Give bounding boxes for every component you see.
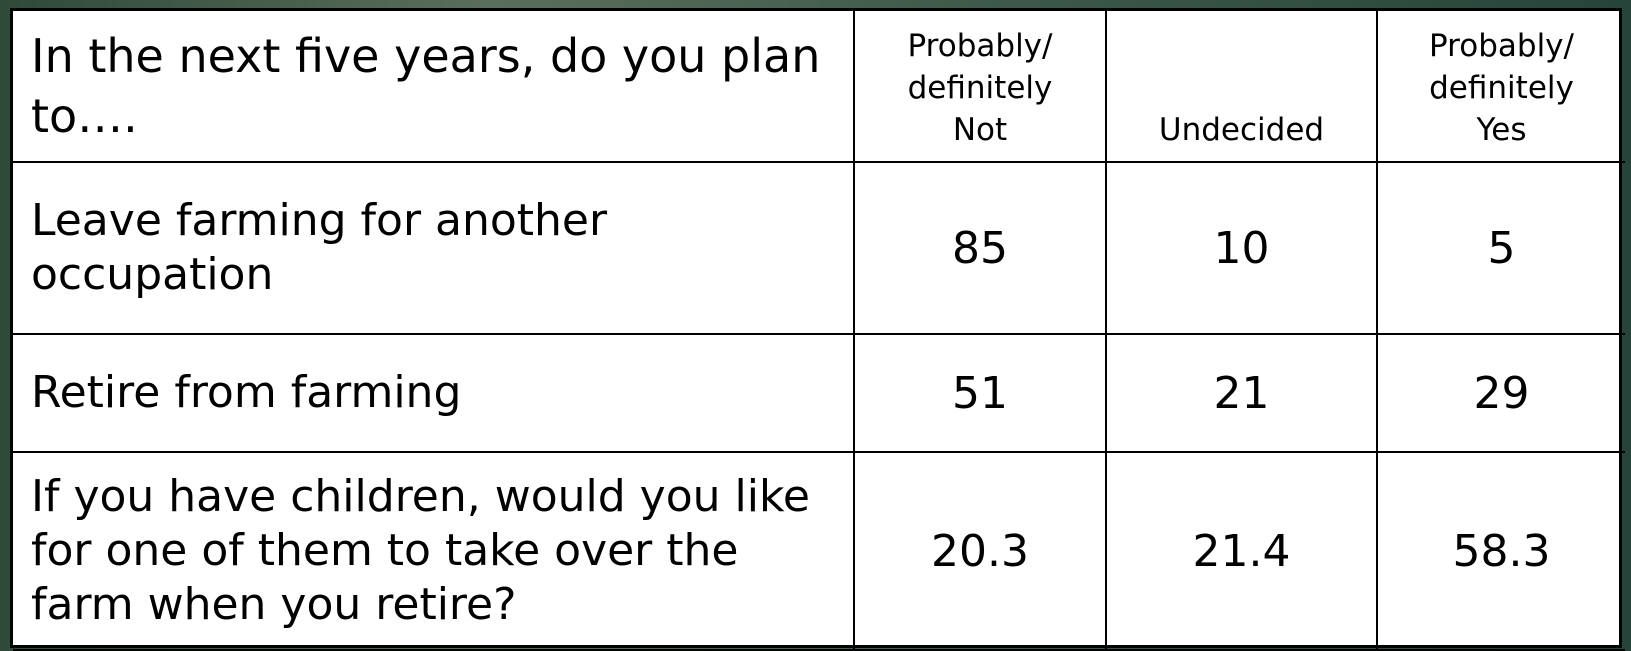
row-label: If you have children, would you like for… — [13, 453, 855, 651]
value-cell-text: 10 — [1213, 222, 1270, 274]
question-header-text: In the next five years, do you plan to…. — [31, 29, 821, 143]
value-cell-text: 29 — [1473, 367, 1530, 419]
value-cell: 5 — [1378, 163, 1625, 335]
question-header: In the next five years, do you plan to…. — [13, 11, 855, 163]
value-cell: 29 — [1378, 335, 1625, 453]
column-header: Probably/ definitely Not — [855, 11, 1107, 163]
value-cell-text: 21 — [1213, 367, 1270, 419]
column-header: Probably/ definitely Yes — [1378, 11, 1625, 163]
value-cell-text: 5 — [1487, 222, 1516, 274]
survey-table: In the next five years, do you plan to….… — [10, 8, 1625, 651]
column-header-text: Probably/ definitely Not — [907, 28, 1053, 148]
value-cell: 51 — [855, 335, 1107, 453]
value-cell-text: 20.3 — [931, 525, 1029, 577]
value-cell: 58.3 — [1378, 453, 1625, 651]
value-cell-text: 51 — [952, 367, 1008, 419]
value-cell: 10 — [1107, 163, 1378, 335]
row-label: Leave farming for another occupation — [13, 163, 855, 335]
row-label-text: Leave farming for another occupation — [31, 195, 608, 300]
value-cell: 21.4 — [1107, 453, 1378, 651]
value-cell-text: 21.4 — [1192, 525, 1291, 577]
row-label-text: If you have children, would you like for… — [31, 471, 810, 630]
column-header-text: Undecided — [1158, 112, 1325, 148]
row-label: Retire from farming — [13, 335, 855, 453]
value-cell-text: 85 — [952, 222, 1008, 274]
value-cell-text: 58.3 — [1452, 525, 1551, 577]
row-label-text: Retire from farming — [31, 367, 462, 418]
column-header-text: Probably/ definitely Yes — [1429, 28, 1574, 148]
value-cell: 20.3 — [855, 453, 1107, 651]
value-cell: 21 — [1107, 335, 1378, 453]
value-cell: 85 — [855, 163, 1107, 335]
column-header: Undecided — [1107, 11, 1378, 163]
